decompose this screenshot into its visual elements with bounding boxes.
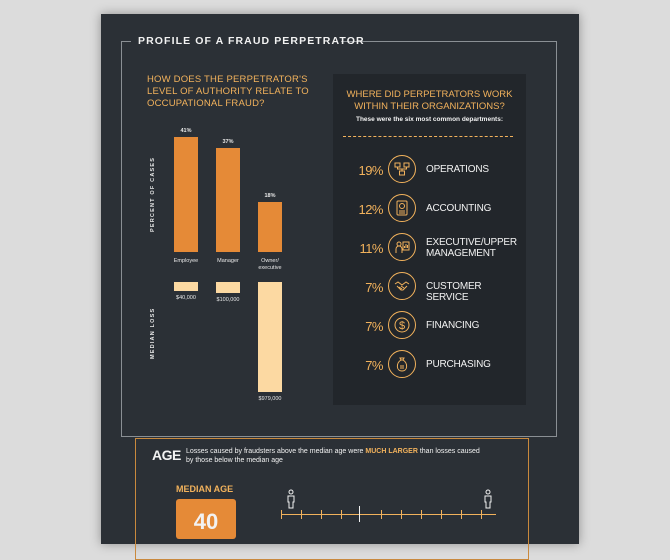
accounting-icon — [388, 194, 416, 222]
loss-label: $100,000 — [216, 297, 240, 304]
dollar-icon: $ — [388, 311, 416, 339]
percent-label: 41% — [180, 128, 192, 134]
purchasing-icon — [388, 350, 416, 378]
category-label: Employee — [173, 258, 199, 264]
handshake-icon — [388, 272, 416, 300]
executive-icon — [388, 233, 416, 261]
axis-percent-label: PERCENT OF CASES — [150, 156, 156, 232]
percent-bar — [174, 137, 198, 252]
category-label: Manager — [217, 258, 239, 264]
percent-bar — [216, 148, 240, 252]
profile-frame — [121, 41, 557, 437]
category-label: Owner/ executive — [258, 258, 282, 271]
operations-icon — [388, 155, 416, 183]
svg-text:$: $ — [399, 320, 405, 332]
age-description: Losses caused by fraudsters above the me… — [186, 448, 480, 464]
departments-panel: WHERE DID PERPETRATORS WORK WITHIN THEIR… — [333, 74, 526, 405]
frame-title: PROFILE OF A FRAUD PERPETRATOR — [138, 35, 365, 47]
divider — [343, 136, 513, 137]
loss-label: $40,000 — [176, 295, 196, 301]
percent-bar — [258, 201, 282, 252]
percent-label: 18% — [264, 192, 276, 199]
dept-row-accounting: 12% ACCOUNTING — [333, 194, 526, 224]
age-panel: AGE Losses caused by fraudsters above th… — [135, 438, 529, 560]
age-title: AGE — [152, 447, 181, 463]
dept-row-operations: 19% OPERATIONS — [333, 155, 526, 185]
loss-bar — [174, 282, 198, 291]
loss-label: $979,000 — [258, 396, 282, 402]
departments-question: WHERE DID PERPETRATORS WORK WITHIN THEIR… — [346, 89, 513, 112]
dept-row-executive: 11% EXECUTIVE/UPPER MANAGEMENT — [333, 233, 526, 263]
dept-row-customer-service: 7% CUSTOMER SERVICE — [333, 272, 526, 303]
dept-row-purchasing: 7% PURCHASING — [333, 350, 526, 380]
age-timeline — [281, 506, 496, 522]
median-age-label: MEDIAN AGE — [176, 484, 234, 494]
infographic-sheet: PROFILE OF A FRAUD PERPETRATOR HOW DOES … — [101, 14, 579, 560]
percent-label: 37% — [222, 139, 234, 146]
axis-loss-label: MEDIAN LOSS — [150, 307, 156, 359]
person-icon — [287, 489, 295, 509]
loss-bar — [216, 282, 240, 294]
dept-row-financing: 7% $ FINANCING — [333, 311, 526, 341]
person-icon — [484, 489, 492, 509]
authority-question: HOW DOES THE PERPETRATOR'S LEVEL OF AUTH… — [147, 74, 309, 109]
loss-bar — [258, 282, 282, 392]
departments-subtitle: These were the six most common departmen… — [355, 116, 503, 123]
median-age-tile: 40 — [176, 499, 236, 539]
